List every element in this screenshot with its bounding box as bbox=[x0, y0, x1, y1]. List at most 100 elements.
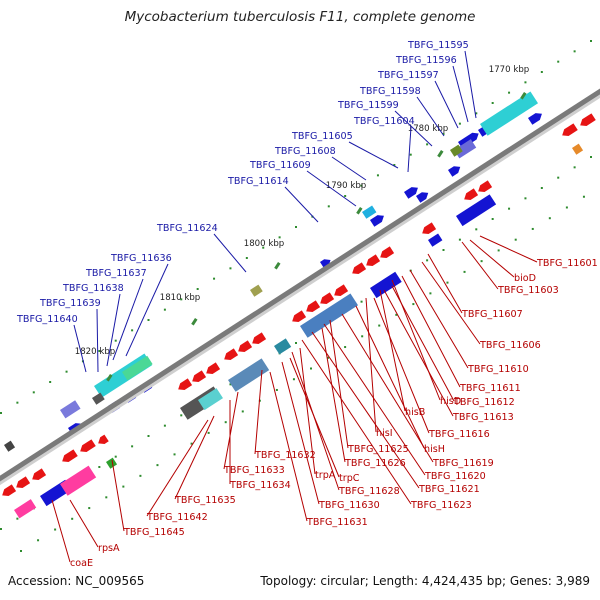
reverse-leader-line bbox=[421, 261, 481, 345]
forward-gene-label: TBFG_11605 bbox=[291, 131, 353, 142]
reverse-gene bbox=[80, 439, 96, 453]
gc-dot bbox=[16, 401, 19, 404]
forward-gene bbox=[404, 187, 418, 199]
gc-dot bbox=[360, 300, 363, 303]
reverse-gene bbox=[320, 292, 335, 305]
reverse-gene-label: TBFG_11623 bbox=[410, 500, 472, 511]
gc-dot bbox=[278, 236, 281, 239]
forward-leader-line bbox=[416, 96, 445, 137]
forward-gene-label: TBFG_11614 bbox=[227, 176, 289, 187]
gc-dot bbox=[224, 421, 227, 424]
forward-gene-cds bbox=[92, 392, 105, 405]
gc-dot bbox=[241, 410, 244, 413]
gc-dot bbox=[458, 238, 461, 241]
forward-gene-cds bbox=[450, 144, 463, 157]
forward-gene bbox=[370, 215, 384, 227]
gc-dot bbox=[475, 228, 478, 231]
reverse-gene-label: TBFG_11621 bbox=[418, 484, 480, 495]
reverse-gene bbox=[32, 468, 47, 481]
gc-dot bbox=[524, 81, 527, 84]
reverse-gene bbox=[464, 188, 479, 201]
gc-dot bbox=[98, 466, 101, 468]
gc-dot bbox=[213, 277, 216, 280]
reverse-leader-line bbox=[174, 415, 215, 500]
forward-leader-line bbox=[125, 263, 169, 357]
reverse-gene bbox=[562, 123, 578, 137]
forward-gene-cds bbox=[250, 284, 263, 297]
gc-dot bbox=[16, 517, 19, 520]
gc-dot bbox=[395, 313, 398, 316]
reverse-leader-line bbox=[469, 239, 515, 278]
gc-dot bbox=[327, 205, 330, 208]
gc-dot bbox=[446, 281, 449, 284]
reverse-leader-line bbox=[379, 289, 406, 412]
gc-dot bbox=[163, 424, 166, 427]
reverse-leader-line bbox=[299, 347, 316, 475]
tick-mark bbox=[106, 374, 113, 382]
reverse-leader-line bbox=[391, 285, 455, 402]
reverse-gene-label: TBFG_11635 bbox=[174, 495, 236, 506]
gc-dot bbox=[491, 218, 494, 220]
reverse-gene bbox=[366, 254, 381, 267]
tick-mark bbox=[356, 206, 363, 215]
reverse-gene-label: TBFG_11607 bbox=[461, 309, 523, 320]
forward-leader-line bbox=[348, 141, 399, 169]
gc-dot bbox=[524, 197, 527, 200]
reverse-gene-label: TBFG_11628 bbox=[338, 486, 400, 497]
gc-dot bbox=[590, 156, 592, 158]
gc-dot bbox=[531, 227, 534, 230]
reverse-leader-line bbox=[461, 241, 499, 290]
gc-dot bbox=[114, 455, 117, 458]
reverse-gene-label: TBFG_11633 bbox=[223, 465, 285, 476]
reverse-gene bbox=[224, 348, 239, 361]
gc-dot bbox=[497, 249, 500, 252]
reverse-gene-cds bbox=[60, 465, 97, 496]
gc-dot bbox=[163, 308, 166, 311]
forward-gene-label: TBFG_11599 bbox=[337, 100, 399, 111]
forward-leader-line bbox=[284, 186, 319, 223]
reverse-gene-label: TBFG_11613 bbox=[452, 412, 514, 423]
gc-dot bbox=[557, 60, 560, 63]
forward-gene-label: TBFG_11608 bbox=[274, 146, 336, 157]
reverse-leader-line bbox=[329, 319, 349, 449]
tick-label: 1770 kbp bbox=[489, 65, 530, 75]
reverse-gene-label: TBFG_11630 bbox=[318, 500, 380, 511]
gc-dot bbox=[275, 388, 278, 391]
reverse-leader-line bbox=[427, 253, 463, 314]
accession-text: Accession: NC_009565 bbox=[8, 574, 145, 588]
forward-gene bbox=[416, 192, 429, 203]
gc-dot bbox=[147, 435, 150, 437]
gc-dot bbox=[514, 238, 517, 241]
reverse-leader-line bbox=[269, 371, 308, 522]
gc-dot bbox=[180, 414, 183, 417]
reverse-gene-cds bbox=[228, 358, 270, 392]
gc-dot bbox=[361, 335, 364, 338]
reverse-gene-label: hisH bbox=[424, 444, 445, 455]
forward-gene-label: TBFG_11636 bbox=[110, 253, 172, 264]
reverse-gene-cds bbox=[572, 143, 584, 155]
reverse-gene-cds bbox=[370, 271, 402, 299]
gc-dot bbox=[156, 464, 159, 467]
reverse-leader-line bbox=[321, 327, 346, 463]
reverse-gene bbox=[16, 476, 31, 489]
gc-dot bbox=[344, 195, 347, 197]
reverse-gene bbox=[580, 113, 596, 127]
forward-gene-cds bbox=[362, 205, 377, 219]
reverse-gene-label: TBFG_11631 bbox=[306, 517, 368, 528]
forward-leader-line bbox=[213, 233, 247, 273]
forward-gene-label: TBFG_11595 bbox=[407, 40, 469, 51]
reverse-leader-line bbox=[111, 459, 125, 532]
reverse-gene-label: TBFG_11634 bbox=[229, 480, 291, 491]
forward-gene-cds bbox=[454, 139, 477, 159]
label-leader-lines bbox=[51, 50, 538, 563]
tick-label: 1820 kbp bbox=[75, 347, 116, 357]
reverse-gene-cds bbox=[106, 457, 118, 469]
forward-leader-line bbox=[464, 50, 477, 119]
forward-gene-label: TBFG_11624 bbox=[156, 223, 218, 234]
gc-dot bbox=[442, 133, 445, 135]
forward-leader-line bbox=[331, 156, 367, 181]
reverse-gene bbox=[352, 262, 367, 275]
forward-leader-line bbox=[112, 278, 144, 361]
reverse-gene-label: TBFG_11632 bbox=[254, 450, 316, 461]
